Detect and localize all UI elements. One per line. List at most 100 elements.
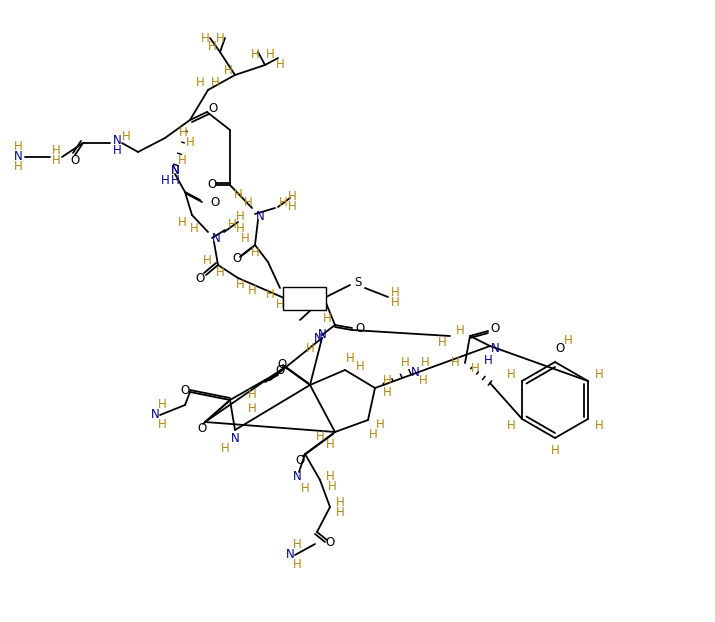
Text: H: H <box>292 539 302 552</box>
Text: H: H <box>325 470 335 483</box>
Text: H: H <box>375 419 385 432</box>
Text: H: H <box>383 373 391 386</box>
Text: N: N <box>292 470 302 483</box>
Text: H: H <box>506 368 516 381</box>
Text: H: H <box>211 77 220 90</box>
Text: H: H <box>157 399 167 412</box>
Text: H: H <box>335 506 345 519</box>
Text: H: H <box>216 32 225 45</box>
Text: H: H <box>450 356 459 369</box>
Text: H: H <box>275 58 285 72</box>
Text: H: H <box>595 419 603 432</box>
Text: O: O <box>195 271 204 284</box>
Text: N: N <box>113 134 122 147</box>
Text: H: H <box>186 136 194 149</box>
Text: O: O <box>207 179 217 192</box>
FancyBboxPatch shape <box>282 287 325 310</box>
Text: H: H <box>221 442 230 455</box>
Text: H: H <box>369 429 378 442</box>
Text: O: O <box>556 343 565 356</box>
Text: H: H <box>51 144 60 157</box>
Text: H: H <box>483 353 493 366</box>
Text: H: H <box>244 195 252 208</box>
Text: H: H <box>113 144 122 157</box>
Text: H: H <box>51 154 60 167</box>
Text: H: H <box>322 312 331 325</box>
Text: N: N <box>314 332 322 345</box>
Text: H: H <box>196 77 204 90</box>
Text: N: N <box>256 210 265 223</box>
Text: N: N <box>171 164 179 177</box>
Text: H: H <box>251 246 260 259</box>
Text: N: N <box>410 366 420 379</box>
Text: H: H <box>122 129 130 142</box>
Text: H: H <box>207 40 217 53</box>
Text: H: H <box>202 254 212 266</box>
Text: H: H <box>234 188 242 202</box>
Text: Abs: Abs <box>295 293 314 303</box>
Text: H: H <box>287 190 297 203</box>
Text: O: O <box>180 384 189 396</box>
Text: H: H <box>383 386 391 399</box>
Text: H: H <box>305 341 315 355</box>
Text: H: H <box>390 295 400 309</box>
Text: N: N <box>14 151 22 164</box>
Text: O: O <box>208 101 217 114</box>
Text: N: N <box>285 549 295 562</box>
Text: H: H <box>177 154 187 167</box>
Text: O: O <box>325 536 335 549</box>
Text: H: H <box>14 160 22 174</box>
Text: O: O <box>275 363 285 376</box>
Text: H: H <box>251 49 260 62</box>
Text: H: H <box>201 32 209 45</box>
Text: O: O <box>232 251 242 264</box>
Text: H: H <box>227 218 237 231</box>
Text: N: N <box>171 164 179 177</box>
Text: H: H <box>420 356 430 369</box>
Text: H: H <box>345 351 355 364</box>
Text: H: H <box>266 289 275 302</box>
Text: H: H <box>279 195 287 208</box>
Text: O: O <box>355 322 365 335</box>
Text: O: O <box>197 422 207 435</box>
Text: H: H <box>236 210 245 223</box>
Text: H: H <box>455 323 464 337</box>
Text: O: O <box>295 453 305 466</box>
Text: H: H <box>315 430 325 443</box>
Text: N: N <box>490 341 499 355</box>
Text: H: H <box>470 361 479 374</box>
Text: H: H <box>247 389 257 401</box>
Text: N: N <box>212 231 220 244</box>
Text: N: N <box>317 328 326 341</box>
Text: H: H <box>325 437 335 450</box>
Text: H: H <box>216 266 225 279</box>
Text: H: H <box>418 373 428 386</box>
Text: H: H <box>236 221 245 234</box>
Text: H: H <box>157 419 167 432</box>
Text: H: H <box>595 368 603 381</box>
Text: H: H <box>335 496 345 509</box>
Text: O: O <box>210 195 220 208</box>
Text: H: H <box>438 337 446 350</box>
Text: H: H <box>236 277 245 290</box>
Text: O: O <box>70 154 79 167</box>
Text: H: H <box>506 419 516 432</box>
Text: H: H <box>563 335 573 348</box>
Text: H: H <box>14 141 22 154</box>
Text: H: H <box>275 299 285 312</box>
Text: O: O <box>490 322 500 335</box>
Text: H: H <box>247 401 257 414</box>
Text: H: H <box>179 126 187 139</box>
Text: N: N <box>231 432 240 445</box>
Text: H: H <box>189 221 198 234</box>
Text: H: H <box>177 215 187 228</box>
Text: H: H <box>266 49 275 62</box>
Text: H: H <box>161 175 169 187</box>
Text: H: H <box>247 284 257 297</box>
Text: N: N <box>151 409 159 422</box>
Text: H: H <box>300 483 310 496</box>
Text: H: H <box>171 175 179 187</box>
Text: H: H <box>327 480 336 493</box>
Text: H: H <box>390 285 400 299</box>
Text: H: H <box>224 63 232 77</box>
